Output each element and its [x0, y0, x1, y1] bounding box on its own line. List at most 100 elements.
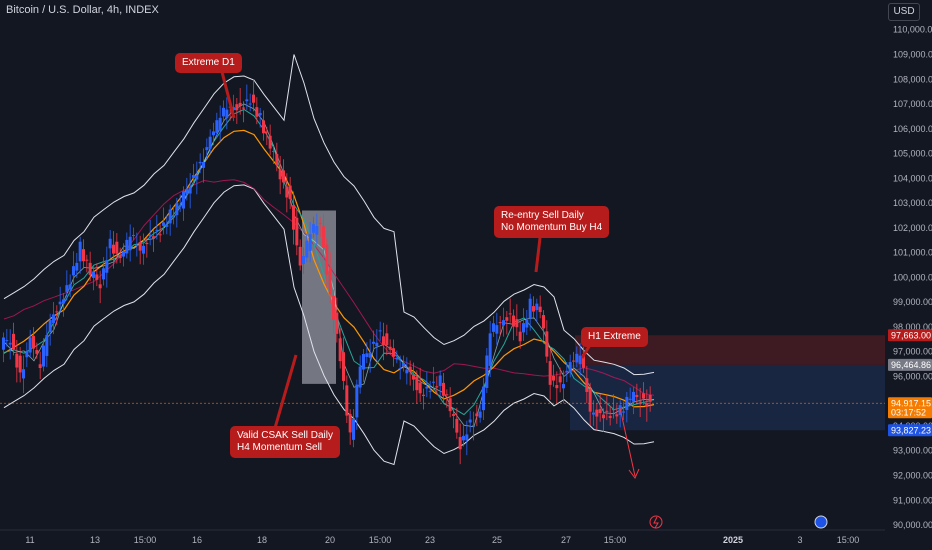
candle-body	[48, 319, 52, 333]
candle-body	[488, 333, 492, 366]
currency-button[interactable]: USD	[888, 3, 920, 21]
candle-body	[205, 147, 209, 151]
ma-slow-line	[3, 179, 655, 396]
candle-body	[475, 413, 479, 417]
y-tick-label: 105,000.00	[893, 149, 932, 159]
candle-body	[122, 251, 125, 257]
candle-body	[18, 355, 22, 373]
candle-body	[252, 94, 255, 103]
note-valid-csak[interactable]: Valid CSAK Sell Daily H4 Momentum Sell	[230, 426, 340, 458]
candle-body	[588, 388, 592, 412]
candle-body	[648, 394, 652, 402]
price-label-bg	[888, 329, 932, 342]
candle-body	[142, 245, 145, 254]
candle-body	[542, 315, 545, 329]
note-extreme-d1[interactable]: Extreme D1	[175, 53, 242, 73]
y-tick-label: 109,000.00	[893, 49, 932, 59]
candle-body	[478, 411, 482, 418]
candle-body	[335, 312, 339, 334]
candle-body	[85, 259, 89, 261]
candle-body	[378, 330, 382, 332]
candle-body	[312, 224, 315, 233]
candle-body	[635, 394, 639, 398]
candle-body	[545, 331, 549, 357]
candle-body	[502, 320, 505, 326]
candle-body	[535, 303, 539, 311]
candle-body	[525, 319, 529, 328]
candle-body	[132, 234, 135, 236]
candle-body	[465, 434, 469, 441]
candle-body	[12, 333, 15, 350]
note-reentry[interactable]: Re-entry Sell Daily No Momentum Buy H4	[494, 206, 610, 238]
candle-body	[182, 191, 185, 209]
candle-body	[472, 425, 475, 427]
x-tick-label: 15:00	[369, 535, 392, 545]
candle-body	[88, 262, 92, 275]
candle-body	[32, 335, 35, 349]
x-tick-label: 13	[90, 535, 100, 545]
forecast-arrow-line	[619, 407, 636, 477]
candle-body	[128, 236, 132, 251]
candle-body	[548, 361, 552, 385]
x-tick-label: 15:00	[134, 535, 157, 545]
candle-body	[82, 249, 85, 262]
candle-body	[458, 437, 462, 450]
y-tick-label: 99,000.00	[893, 297, 932, 307]
candle-body	[118, 255, 122, 259]
y-tick-label: 104,000.00	[893, 173, 932, 183]
candle-body	[68, 284, 72, 290]
candle-body	[388, 346, 392, 350]
candle-body	[208, 136, 212, 149]
event-flash-bolt-icon	[653, 516, 659, 529]
candle-body	[395, 357, 399, 359]
note-h1-extreme[interactable]: H1 Extreme	[581, 327, 648, 347]
candle-body	[215, 120, 219, 133]
candle-body	[102, 268, 105, 280]
candle-body	[258, 112, 262, 116]
candle-body	[238, 102, 242, 106]
forecast-arrow-head	[628, 468, 640, 479]
candle-body	[242, 107, 245, 109]
candle-body	[572, 360, 575, 362]
candle-body	[5, 340, 9, 342]
candle-body	[608, 415, 612, 419]
candle-body	[145, 242, 149, 245]
candle-body	[402, 362, 405, 367]
pointer-reentry	[534, 237, 542, 273]
x-tick-label: 2025	[723, 535, 743, 545]
x-tick-label: 20	[325, 535, 335, 545]
candle-body	[305, 240, 309, 258]
candle-body	[38, 364, 42, 369]
candle-body	[158, 234, 162, 236]
candle-body	[448, 398, 452, 412]
y-tick-label: 98,000.00	[893, 322, 932, 332]
candle-body	[405, 369, 409, 374]
candle-body	[508, 313, 512, 315]
candle-body	[612, 409, 615, 411]
candle-body	[645, 403, 649, 407]
candle-body	[538, 306, 542, 313]
candle-body	[435, 386, 439, 388]
candle-body	[352, 418, 355, 440]
candle-body	[348, 414, 352, 433]
candle-body	[462, 435, 465, 441]
candle-body	[362, 353, 365, 370]
candle-body	[518, 331, 522, 342]
candle-body	[385, 333, 389, 346]
candle-body	[148, 234, 152, 237]
candle-body	[365, 353, 369, 357]
candle-body	[468, 419, 472, 423]
y-tick-label: 110,000.00	[893, 25, 932, 35]
price-label: 97,663.00	[891, 330, 931, 340]
candle-body	[165, 224, 169, 227]
upper-band-line	[3, 54, 655, 376]
candle-body	[168, 209, 172, 224]
candle-body	[382, 336, 385, 346]
x-tick-label: 15:00	[837, 535, 860, 545]
candle-body	[25, 351, 29, 358]
candle-body	[495, 325, 499, 334]
candle-body	[355, 384, 359, 418]
candle-body	[112, 244, 115, 254]
candle-body	[202, 161, 205, 168]
